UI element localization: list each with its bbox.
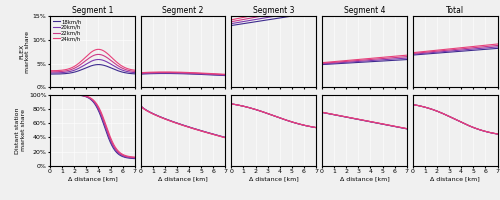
24km/h bbox=[99, 49, 105, 51]
22km/h bbox=[96, 53, 102, 56]
Legend: 18km/h, 20km/h, 22km/h, 24km/h: 18km/h, 20km/h, 22km/h, 24km/h bbox=[52, 19, 82, 42]
Title: Segment 4: Segment 4 bbox=[344, 6, 385, 15]
22km/h bbox=[48, 71, 54, 73]
24km/h bbox=[98, 48, 103, 51]
20km/h bbox=[124, 70, 130, 73]
24km/h bbox=[98, 48, 103, 51]
22km/h bbox=[98, 53, 103, 56]
18km/h bbox=[48, 73, 54, 75]
20km/h bbox=[118, 69, 124, 71]
18km/h bbox=[124, 72, 130, 74]
18km/h bbox=[98, 64, 103, 66]
24km/h bbox=[118, 65, 124, 67]
24km/h bbox=[96, 48, 102, 51]
Y-axis label: FLEX
market share: FLEX market share bbox=[19, 31, 30, 73]
18km/h bbox=[132, 73, 138, 75]
22km/h bbox=[132, 70, 138, 73]
20km/h bbox=[48, 72, 54, 74]
20km/h bbox=[47, 72, 53, 74]
24km/h bbox=[47, 70, 53, 72]
20km/h bbox=[98, 58, 103, 61]
20km/h bbox=[99, 59, 105, 61]
X-axis label: Δ distance [km]: Δ distance [km] bbox=[158, 176, 208, 181]
24km/h bbox=[124, 67, 130, 70]
22km/h bbox=[98, 53, 103, 56]
18km/h bbox=[99, 64, 105, 66]
Y-axis label: Distant station
market share: Distant station market share bbox=[16, 107, 26, 154]
Title: Segment 3: Segment 3 bbox=[253, 6, 294, 15]
18km/h bbox=[47, 73, 53, 75]
20km/h bbox=[96, 58, 102, 61]
22km/h bbox=[47, 71, 53, 73]
Title: Segment 1: Segment 1 bbox=[72, 6, 113, 15]
20km/h bbox=[98, 58, 103, 61]
18km/h bbox=[96, 63, 102, 66]
22km/h bbox=[124, 69, 130, 71]
24km/h bbox=[48, 70, 54, 72]
X-axis label: Δ distance [km]: Δ distance [km] bbox=[249, 176, 298, 181]
X-axis label: Δ distance [km]: Δ distance [km] bbox=[340, 176, 390, 181]
24km/h bbox=[132, 69, 138, 71]
Line: 18km/h: 18km/h bbox=[50, 65, 135, 74]
Title: Total: Total bbox=[446, 6, 464, 15]
X-axis label: Δ distance [km]: Δ distance [km] bbox=[68, 176, 117, 181]
18km/h bbox=[118, 71, 124, 73]
22km/h bbox=[118, 67, 124, 69]
Line: 24km/h: 24km/h bbox=[50, 49, 135, 71]
Line: 20km/h: 20km/h bbox=[50, 59, 135, 73]
X-axis label: Δ distance [km]: Δ distance [km] bbox=[430, 176, 480, 181]
Title: Segment 2: Segment 2 bbox=[162, 6, 204, 15]
Line: 22km/h: 22km/h bbox=[50, 54, 135, 72]
18km/h bbox=[98, 63, 103, 66]
20km/h bbox=[132, 71, 138, 74]
22km/h bbox=[99, 54, 105, 56]
